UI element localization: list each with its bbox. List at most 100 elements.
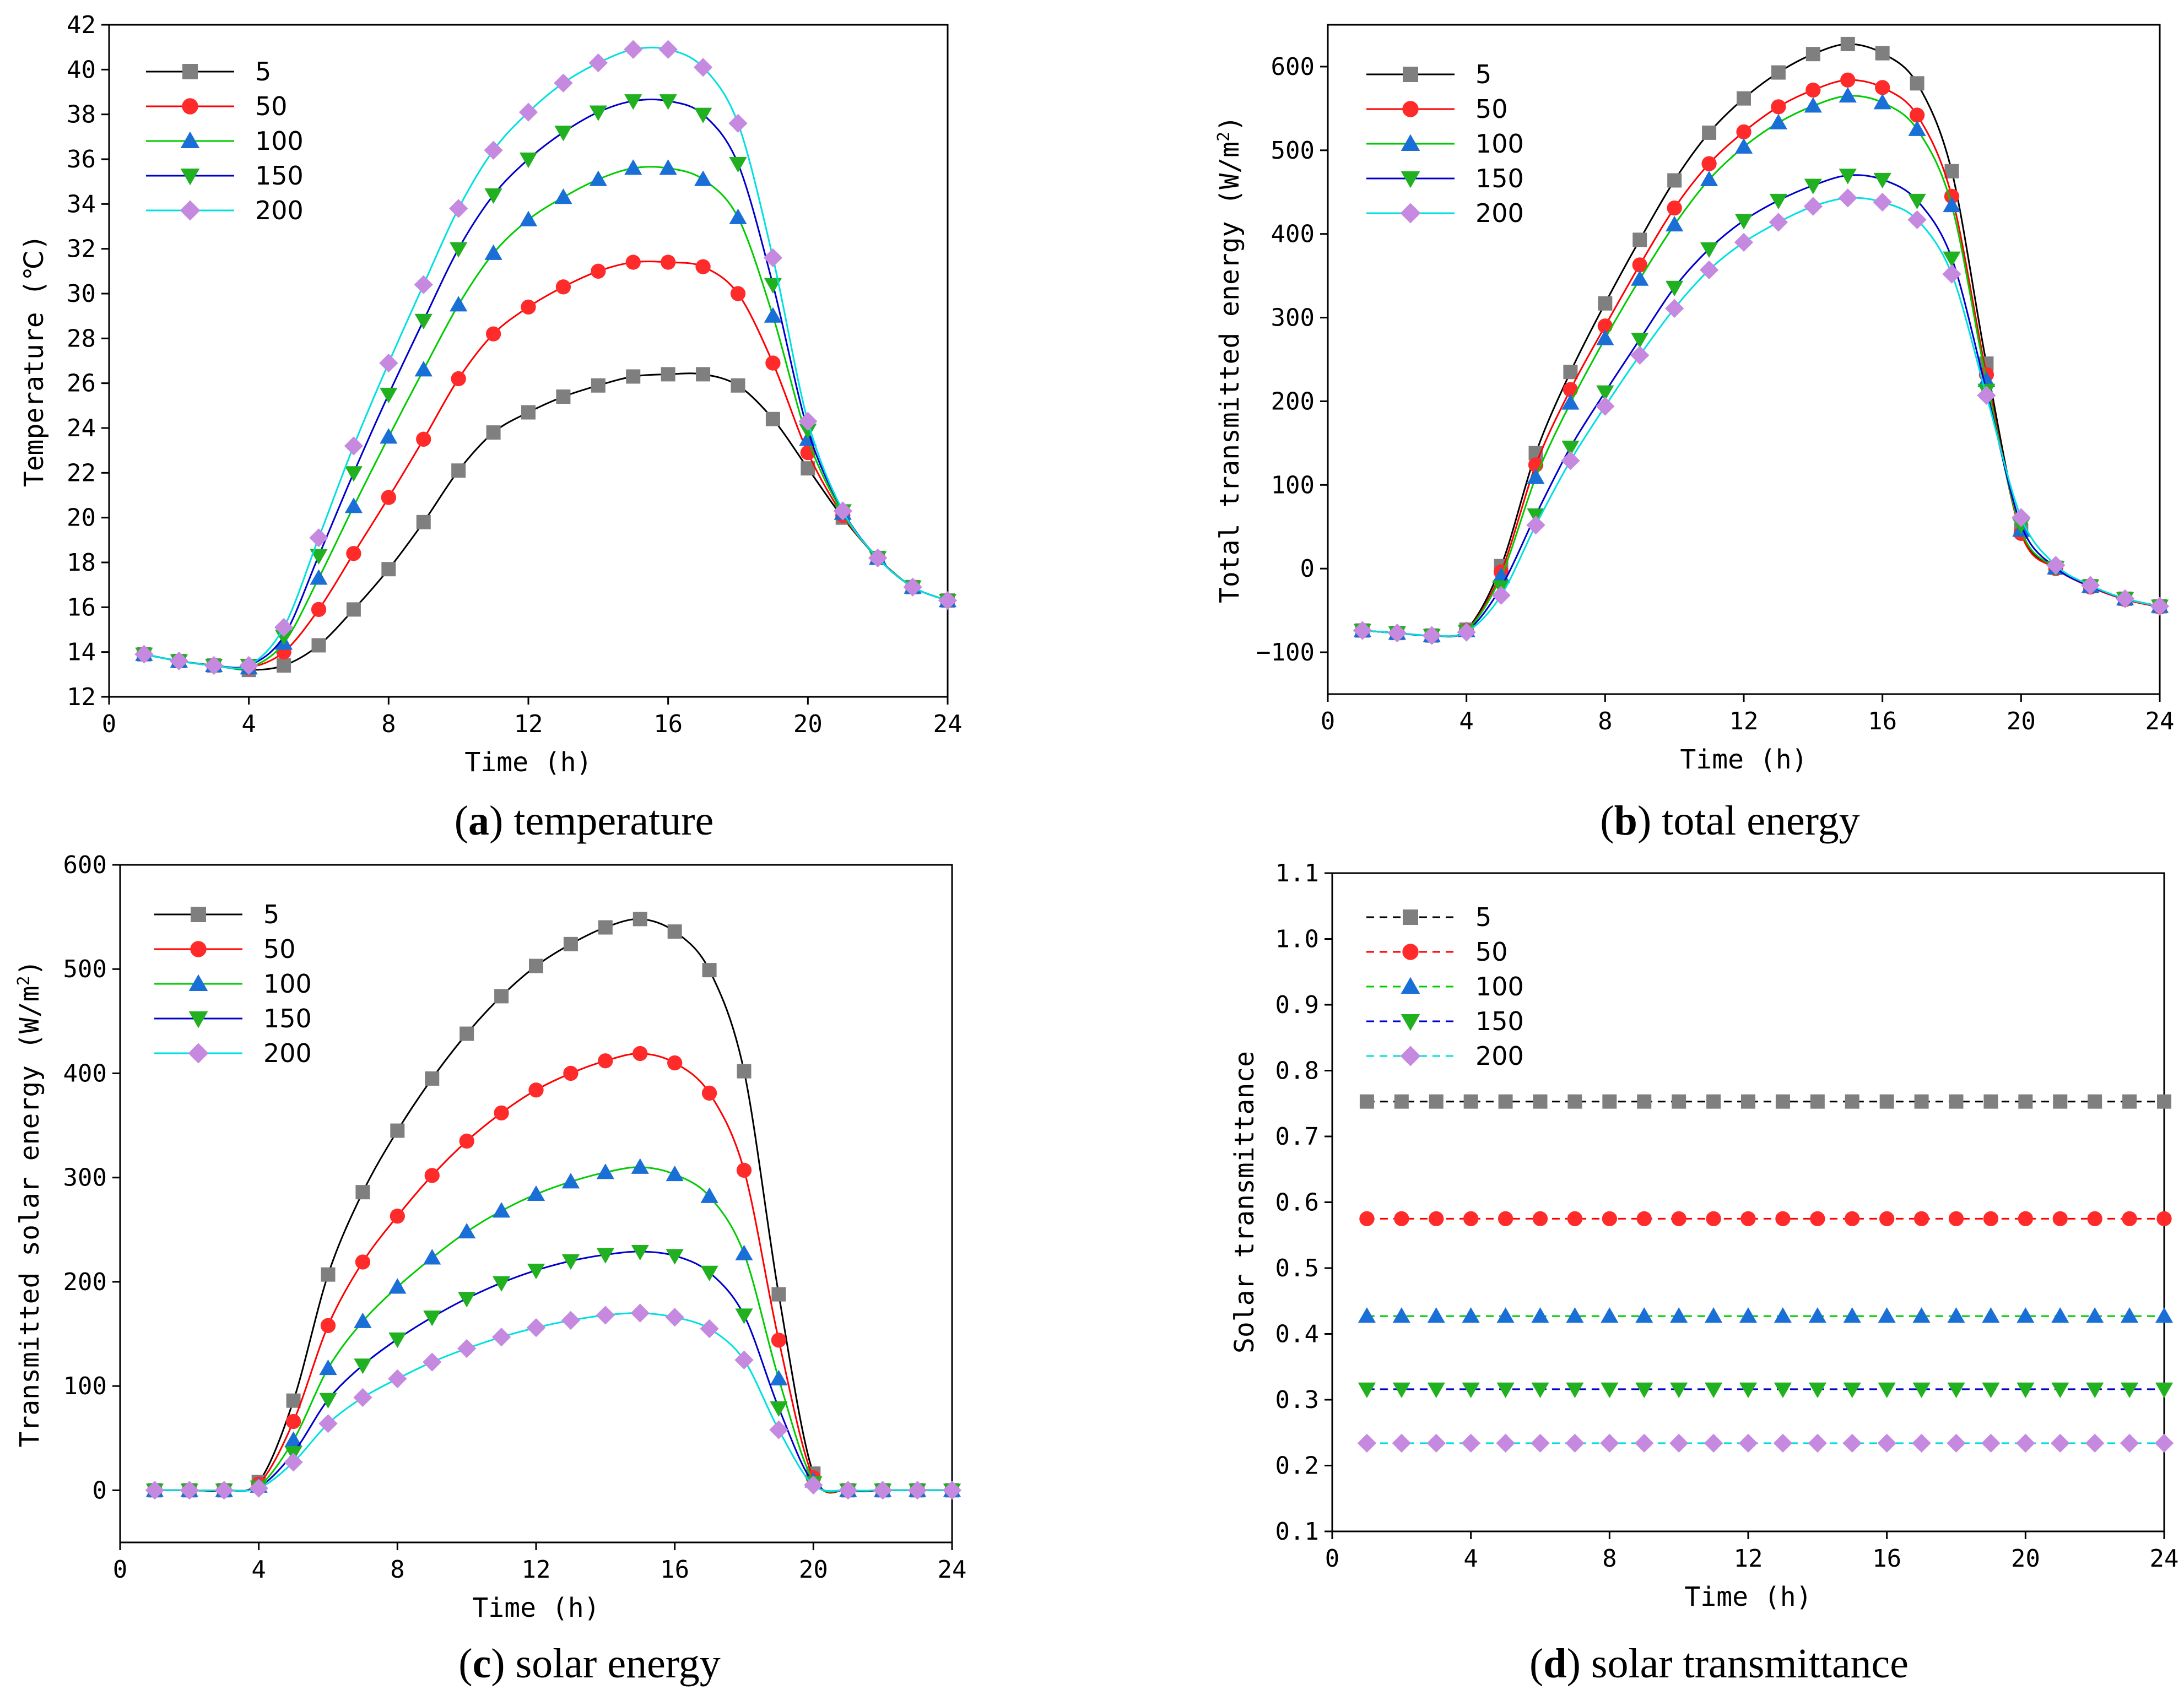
chart-c-series-50-point (736, 1162, 752, 1178)
chart-c-series-50-point (424, 1168, 440, 1183)
chart-a-series-50 (136, 254, 955, 675)
chart-c-xtick-label: 20 (799, 1556, 828, 1584)
chart-c-series-150-point (458, 1292, 476, 1308)
chart-a-ytick-label: 34 (67, 190, 96, 218)
chart-b-series-200-point (1977, 386, 1996, 405)
chart-c-series-5-point (321, 1267, 336, 1282)
chart-a-series-150-point (519, 152, 538, 169)
chart-a-legend: 5 50 100 150 200 (146, 57, 304, 225)
chart-c-series-5-point (563, 936, 578, 951)
chart-a-series-200-point (728, 113, 748, 133)
chart-a-series-200-point (239, 656, 258, 675)
chart-b-series-200-point (1699, 260, 1719, 280)
chart-a-series-200-point (903, 577, 922, 597)
chart-d-series-5-point (2018, 1094, 2033, 1109)
chart-d-series-100-point (1462, 1307, 1480, 1323)
chart-a-series-50-point (695, 259, 711, 274)
chart-b-series-50-point (1736, 124, 1751, 140)
chart-b-series-50-point (1909, 107, 1925, 123)
chart-b-xtick-label: 8 (1598, 707, 1613, 735)
chart-c-series-100-point (631, 1158, 649, 1174)
chart-a-series-50-point (451, 371, 466, 387)
chart-b-series-50-point (1875, 80, 1890, 95)
chart-c-series-200-point (423, 1352, 442, 1372)
chart-a-series-100-point (519, 210, 538, 226)
chart-d-series-100-point (1808, 1307, 1826, 1323)
chart-c-legend-label-5: 5 (263, 900, 279, 929)
chart-c-legend-label-200: 200 (263, 1038, 312, 1068)
chart-c-series-50-point (771, 1333, 787, 1348)
chart-a-series-150-point (414, 313, 433, 329)
chart-a-series-100-point (659, 159, 677, 175)
chart-a-series-100-point (554, 188, 572, 204)
chart-c-series-50-line (154, 1052, 952, 1493)
chart-c-series-50-point (633, 1046, 648, 1062)
chart-d-ytick-label: 0.8 (1275, 1057, 1319, 1085)
chart-d-series-100-point (2120, 1307, 2139, 1323)
chart-a-series-5-point (731, 378, 745, 393)
chart-b-ytick-label: 500 (1271, 137, 1315, 165)
chart-a-ytick-label: 32 (67, 235, 96, 263)
chart-c-series-200-point (769, 1420, 788, 1439)
chart-a-legend-label-5: 5 (255, 57, 271, 86)
chart-b-legend-marker-150 (1401, 171, 1420, 188)
chart-a-xtick-label: 0 (102, 710, 117, 738)
chart-c-series-200-point (388, 1369, 407, 1389)
chart-c-legend-marker-50 (190, 941, 207, 957)
chart-c-series-100-point (388, 1278, 407, 1294)
chart-c-series-150-point (354, 1358, 372, 1374)
chart-d-series-5-point (1359, 1094, 1374, 1109)
chart-b-series-150-point (1734, 214, 1753, 230)
chart-c-series-100-point (423, 1249, 441, 1265)
chart-c-series-200-point (284, 1453, 303, 1472)
chart-b-series-50-point (1840, 72, 1856, 88)
chart-b-xtick-label: 20 (2007, 707, 2036, 735)
chart-d-ytick-label: 0.3 (1275, 1386, 1319, 1414)
chart-d-series-5-point (1810, 1094, 1825, 1109)
chart-b-series-150-point (1700, 242, 1718, 258)
chart-b-series-200-point (2046, 555, 2066, 575)
chart-a-series-50-point (311, 602, 327, 618)
chart-d-series-150-point (1808, 1382, 1826, 1398)
chart-c-ytick-label: 0 (93, 1476, 107, 1504)
chart-d-xtick-label: 4 (1463, 1545, 1478, 1573)
chart-a-series-50-point (346, 546, 361, 561)
chart-a-ytick-label: 22 (67, 459, 96, 487)
chart-b-series-200-point (1526, 516, 1545, 535)
chart-a-series-200-point (588, 53, 608, 73)
chart-c-xtick-label: 8 (390, 1556, 405, 1584)
chart-b-series-200-point (1422, 626, 1441, 645)
chart-d-series-100-point (1947, 1307, 1965, 1323)
chart-d-series-50-point (1948, 1211, 1964, 1227)
chart-b-series-100-point (1839, 86, 1857, 103)
chart-b-series-5-point (1702, 125, 1717, 140)
chart-b-series-5-point (1910, 76, 1924, 91)
chart-b-ytick-label: 100 (1271, 471, 1315, 499)
chart-b-series-100-point (1977, 371, 1996, 387)
chart-d-series-5-point (2088, 1094, 2102, 1109)
chart-d-series-100-point (1843, 1307, 1861, 1323)
chart-b-series-100-point (1631, 270, 1649, 286)
chart-b-ylabel: Total transmitted energy (W/m2) (1214, 116, 1246, 603)
chart-c-series-100-point (561, 1173, 580, 1189)
chart-d-series-200-point (2154, 1433, 2174, 1453)
chart-a-legend-marker-200 (180, 200, 201, 221)
chart-c-series-50-point (285, 1414, 301, 1429)
chart-a-series-50-point (485, 326, 501, 342)
chart-c-series-50-point (563, 1065, 579, 1081)
chart-b-series-150-point (1908, 193, 1926, 210)
chart-c-series-150-point (527, 1264, 545, 1280)
chart-a-legend-marker-150 (180, 168, 200, 186)
chart-b-series-200-point (1803, 197, 1823, 216)
chart-c-series-5-point (286, 1393, 301, 1408)
chart-d-series-200-point (1357, 1433, 1377, 1453)
chart-d-series-50-point (2018, 1211, 2033, 1227)
chart-c-series-5-point (529, 958, 543, 973)
chart-b-series-100-point (1769, 113, 1788, 129)
chart-a-series-150-point (344, 466, 363, 482)
chart-d-series-5-point (1429, 1094, 1444, 1109)
chart-b-ytick-label: 600 (1271, 53, 1315, 81)
chart-a-series-150-point (659, 94, 677, 110)
chart-a-series-100-point (589, 170, 607, 186)
chart-c-legend: 5 50 100 150 200 (154, 900, 312, 1068)
